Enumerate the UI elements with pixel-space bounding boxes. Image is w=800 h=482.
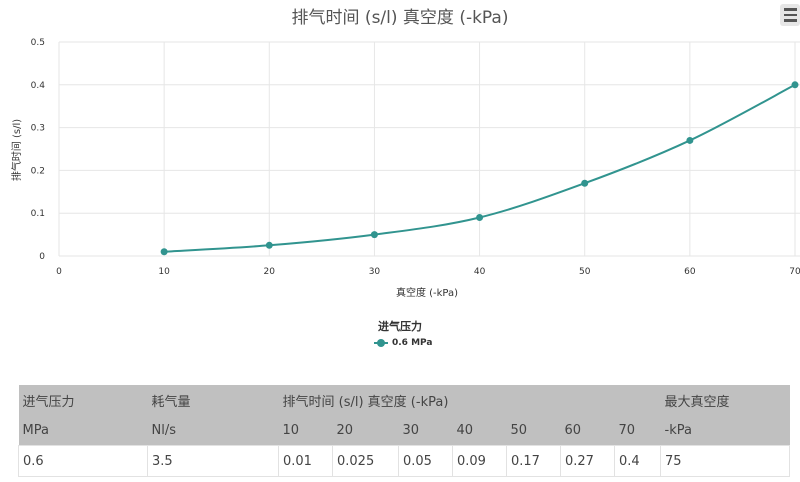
unit-cell: 70 <box>618 422 636 438</box>
y-tick-label: 0.4 <box>31 81 46 91</box>
unit-cell: Nl/s <box>151 422 177 438</box>
x-tick-label: 20 <box>264 267 276 277</box>
table-cell: 0.17 <box>506 445 561 477</box>
x-tick-label: 0 <box>56 267 62 277</box>
data-point[interactable] <box>370 231 378 239</box>
x-tick-label: 10 <box>158 267 170 277</box>
unit-cell: -kPa <box>664 422 692 438</box>
legend-item[interactable]: 0.6 MPa <box>374 338 432 348</box>
y-tick-label: 0.1 <box>31 209 45 219</box>
x-tick-label: 40 <box>474 267 486 277</box>
line-chart: 0 10 20 30 40 50 60 70 0 0.1 0.2 0.3 0.4 0.5 真空度 (-kP… <box>10 38 800 299</box>
unit-cell: 10 <box>282 422 300 438</box>
table-cell: 0.4 <box>614 445 661 477</box>
header-cell: 最大真空度 <box>664 394 730 410</box>
y-axis-label: 排气时间 (s/l) <box>10 119 23 181</box>
table-cell: 0.27 <box>560 445 615 477</box>
header-cell: 进气压力 <box>22 394 75 410</box>
data-point[interactable] <box>160 248 168 256</box>
hamburger-menu-icon[interactable] <box>780 4 800 26</box>
x-tick-label: 70 <box>789 267 800 277</box>
x-tick-label: 60 <box>684 267 696 277</box>
unit-cell: 50 <box>510 422 528 438</box>
table-cell: 0.6 <box>18 445 148 477</box>
table-cell: 0.09 <box>452 445 507 477</box>
table-cell: 0.05 <box>398 445 453 477</box>
data-point[interactable] <box>686 136 694 144</box>
header-cell: 耗气量 <box>151 394 191 410</box>
table-cell: 0.01 <box>278 445 333 477</box>
table-cell: 0.025 <box>332 445 399 477</box>
y-tick-label: 0.2 <box>31 166 45 176</box>
data-point[interactable] <box>265 241 273 249</box>
legend-title: 进气压力 <box>378 320 422 333</box>
data-point[interactable] <box>791 81 799 89</box>
table-cell: 3.5 <box>147 445 279 477</box>
table-header-row: 进气压力 耗气量 排气时间 (s/l) 真空度 (-kPa) 最大真空度 <box>18 385 790 415</box>
table-unit-row: MPa Nl/s 10 20 30 40 50 60 70 -kPa <box>18 415 790 446</box>
data-point[interactable] <box>476 213 484 221</box>
x-axis-label: 真空度 (-kPa) <box>396 286 458 299</box>
y-tick-label: 0.3 <box>31 124 45 134</box>
table-cell: 75 <box>660 445 790 477</box>
legend-label: 0.6 MPa <box>392 338 433 348</box>
data-point[interactable] <box>581 179 589 187</box>
table-row: 0.6 3.5 0.01 0.025 0.05 0.09 0.17 0.27 0.4 75 <box>18 445 790 477</box>
chart-title: 排气时间 (s/l) 真空度 (-kPa) <box>291 8 509 28</box>
unit-cell: 20 <box>336 422 354 438</box>
unit-cell: 30 <box>402 422 420 438</box>
unit-cell: 60 <box>564 422 582 438</box>
x-tick-label: 50 <box>579 267 591 277</box>
unit-cell: MPa <box>22 422 49 438</box>
legend-symbol <box>374 339 388 347</box>
unit-cell: 40 <box>456 422 474 438</box>
y-tick-label: 0 <box>39 252 45 262</box>
y-tick-label: 0.5 <box>31 38 45 48</box>
spec-table: 进气压力 耗气量 排气时间 (s/l) 真空度 (-kPa) 最大真空度 MPa… <box>18 385 790 477</box>
header-cell: 排气时间 (s/l) 真空度 (-kPa) <box>282 394 449 410</box>
x-tick-label: 30 <box>369 267 381 277</box>
